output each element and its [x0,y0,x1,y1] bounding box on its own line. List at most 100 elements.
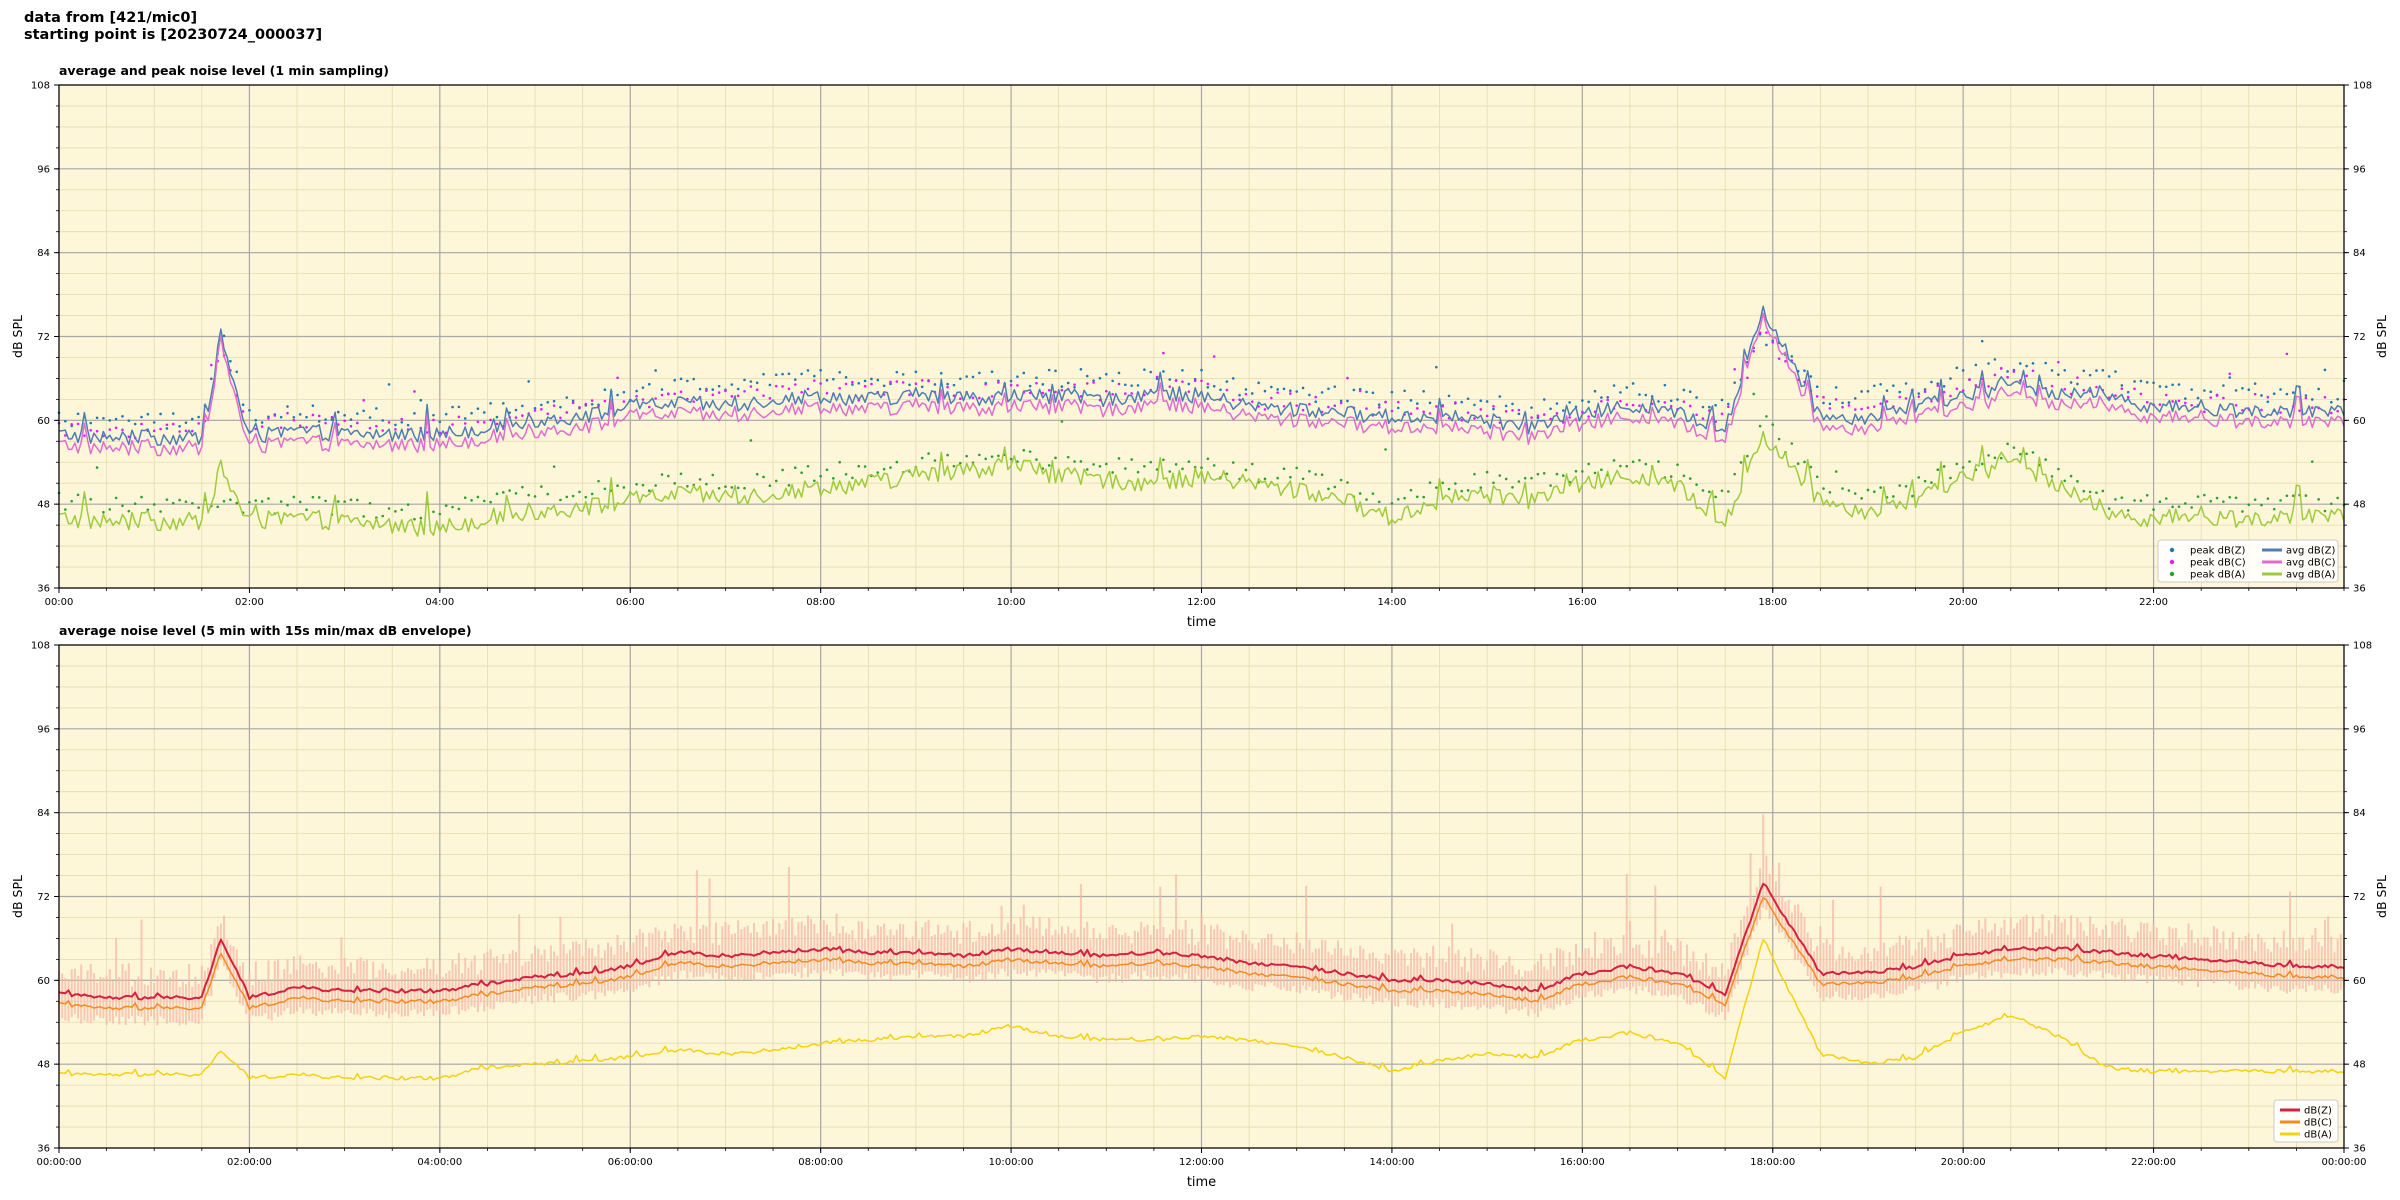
data-point [692,400,696,403]
data-point [425,431,429,434]
data-point [235,501,239,505]
data-point [1625,386,1629,389]
data-point [1701,405,1705,409]
data-point [546,401,550,404]
data-point [508,489,511,492]
data-point [641,386,645,389]
data-point [774,373,778,377]
data-point [482,421,486,424]
data-point [2006,442,2009,446]
data-point [1365,407,1368,410]
data-point [2012,370,2016,373]
data-point [584,402,588,406]
data-point [844,472,848,476]
data-point [1098,376,1102,380]
data-point [64,419,67,423]
data-point [254,427,258,431]
data-point [673,482,676,485]
data-point [1054,369,1057,373]
data-point [1339,399,1343,403]
data-point [762,475,765,479]
data-point [527,380,530,383]
data-point [717,486,721,490]
data-point [489,402,492,405]
data-point [1980,462,1984,466]
data-point [1117,457,1121,460]
data-point [2133,380,2136,383]
data-point [844,382,848,386]
data-point [1923,388,1927,391]
data-point [317,414,321,418]
data-point [1282,467,1286,471]
data-point [140,415,143,419]
data-point [533,407,537,410]
data-point [1149,460,1153,464]
data-point [1980,339,1984,343]
data-point [533,495,537,498]
data-point [787,484,791,487]
data-point [1009,383,1013,387]
data-point [495,415,499,419]
data-point [2215,496,2219,500]
data-point [1314,395,1318,399]
data-point [1498,474,1502,477]
data-point [2209,499,2213,503]
data-point [1714,403,1717,407]
data-point [711,388,715,391]
data-point [1466,489,1470,492]
data-point [1892,384,1895,387]
data-point [1904,484,1908,488]
data-point [317,496,321,499]
data-point [939,371,943,375]
y-tick-label: 96 [37,164,50,175]
data-point [781,385,784,388]
data-point [489,418,492,422]
data-point [1555,411,1559,415]
data-point [298,500,302,504]
data-point [851,383,854,386]
data-point [724,485,727,488]
data-point [736,387,740,391]
data-point [1587,415,1590,418]
data-point [1047,388,1051,392]
data-point [527,493,530,497]
data-point [571,401,575,405]
data-point [1790,355,1794,358]
x-tick-label: 04:00:00 [417,1157,462,1168]
data-point [1625,403,1629,406]
data-point [1523,476,1527,480]
data-point [901,373,905,376]
data-point [717,384,721,388]
data-point [1631,460,1635,464]
data-point [1289,392,1292,395]
data-point [679,390,683,394]
data-point [1847,401,1851,404]
data-point [1765,343,1768,347]
data-point [298,424,302,427]
data-point [311,404,315,407]
data-point [1041,391,1045,395]
data-point [400,508,404,512]
data-point [2095,385,2098,389]
data-point [1308,402,1311,406]
data-point [317,420,321,423]
data-point [667,392,670,396]
x-tick-label: 08:00:00 [798,1157,843,1168]
data-point [1047,368,1051,372]
data-point [1720,412,1724,416]
axes-layer: 36 36 48 48 60 60 72 72 84 84 96 96 108 108 00:00:00 02… [31,641,2372,1169]
data-point [559,405,562,409]
data-point [1942,465,1946,468]
data-point [171,412,175,415]
data-point [1987,362,1990,365]
data-point [432,510,435,514]
data-point [1504,404,1508,408]
data-point [1688,477,1692,480]
data-point [1936,384,1940,387]
data-point [1466,411,1470,414]
data-point [1815,385,1819,389]
data-point [197,415,200,419]
data-point [1892,495,1895,498]
x-tick-label: 04:00 [425,597,454,608]
data-point [1879,486,1882,489]
